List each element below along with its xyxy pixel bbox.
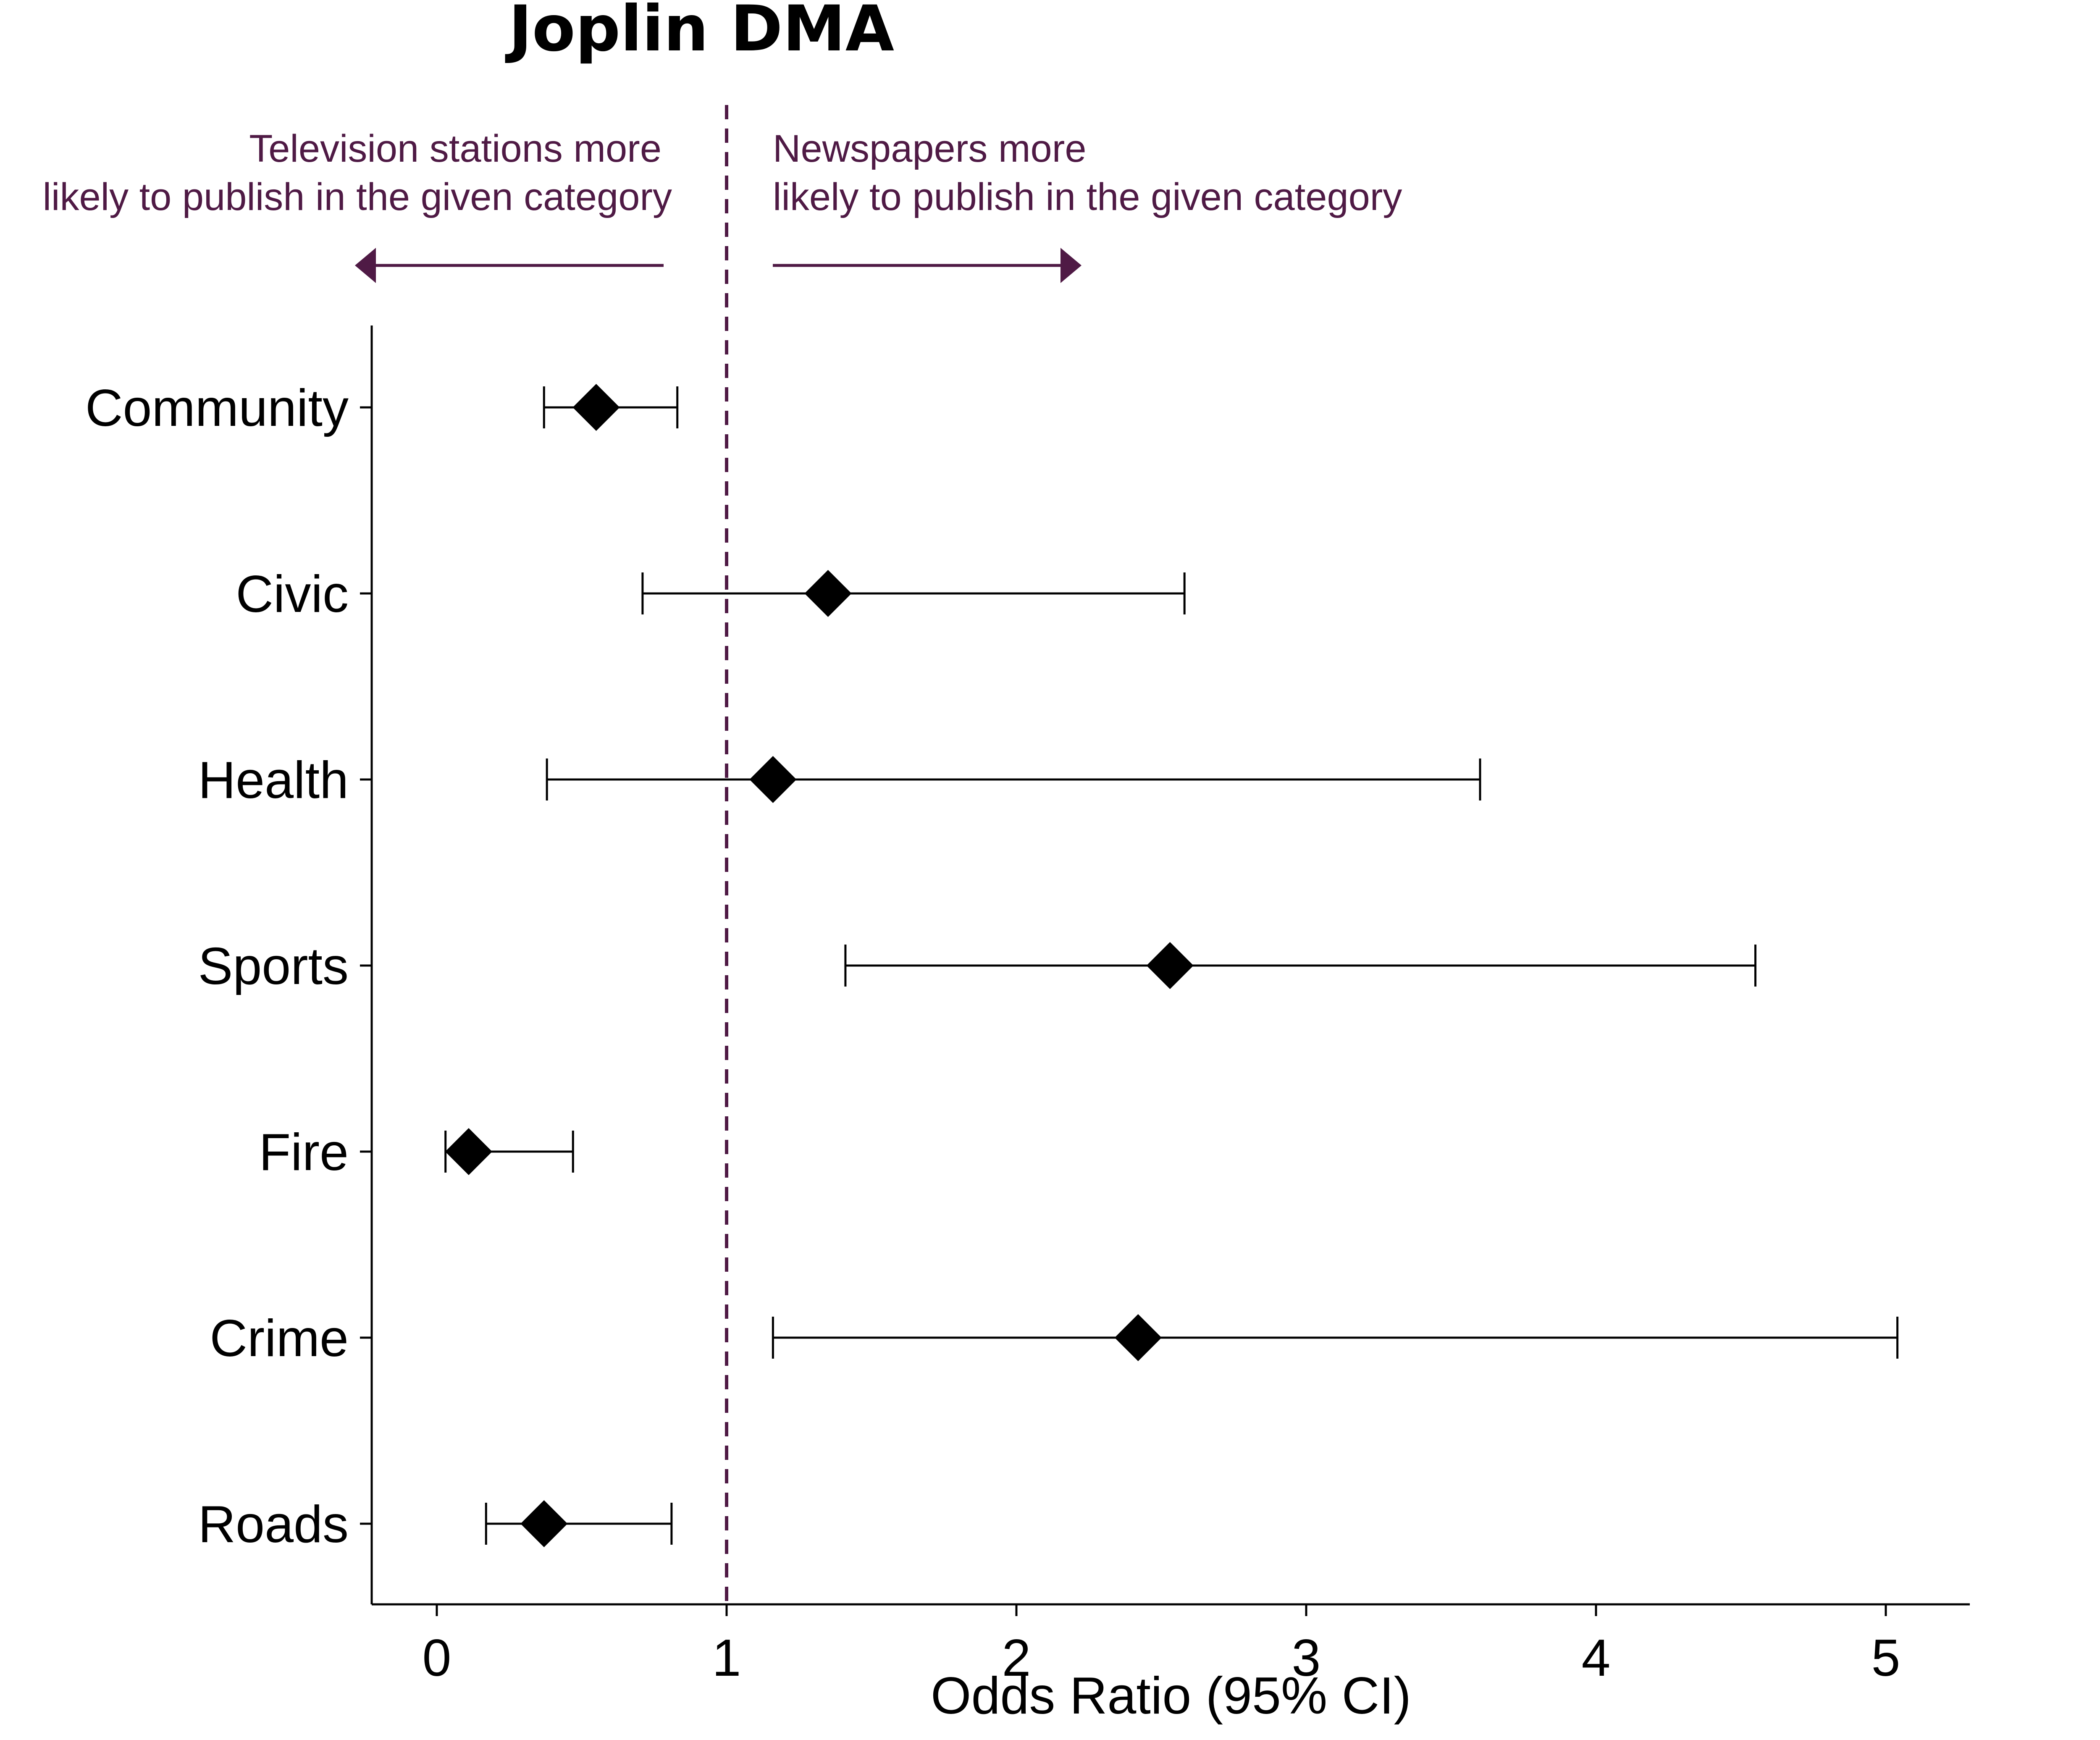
forest-row: Health: [198, 751, 1481, 809]
estimate-marker: [445, 1128, 492, 1175]
estimate-marker: [1114, 1314, 1162, 1361]
forest-rows: Community Civic Health Sports Fire Crime Roads: [85, 379, 1899, 1554]
x-tick-label: 1: [712, 1629, 741, 1687]
arrow-right: [773, 248, 1082, 283]
x-axis-ticks: 0 1 2 3 4 5: [423, 1604, 1900, 1687]
forest-row: Roads: [198, 1496, 673, 1554]
x-tick-label: 5: [1872, 1629, 1900, 1687]
x-tick-label: 3: [1292, 1629, 1321, 1687]
category-label: Health: [198, 751, 349, 809]
x-tick-label: 0: [423, 1629, 452, 1687]
annotation-right-line-2: likely to publish in the given category: [773, 176, 1402, 218]
estimate-marker: [749, 756, 797, 803]
estimate-marker: [520, 1500, 568, 1547]
estimate-marker: [1146, 942, 1194, 989]
annotation-left-line-1: Television stations more: [249, 127, 662, 170]
annotation-left-line-2: likely to publish in the given category: [43, 176, 672, 218]
estimate-marker: [572, 384, 620, 431]
forest-row: Crime: [210, 1310, 1899, 1367]
x-tick-label: 2: [1002, 1629, 1031, 1687]
category-label: Crime: [210, 1310, 349, 1367]
arrow-left: [355, 248, 664, 283]
category-label: Sports: [198, 937, 349, 995]
forest-row: Civic: [236, 565, 1186, 623]
annotation-right-line-1: Newspapers more: [773, 127, 1087, 170]
category-label: Fire: [259, 1123, 349, 1181]
chart-title: Joplin DMA: [505, 0, 894, 66]
forest-row: Sports: [198, 937, 1756, 995]
forest-row: Community: [85, 379, 679, 437]
category-label: Roads: [198, 1496, 349, 1554]
category-label: Civic: [236, 565, 349, 623]
x-tick-label: 4: [1582, 1629, 1611, 1687]
x-axis-label: Odds Ratio (95% CI): [931, 1667, 1411, 1725]
estimate-marker: [804, 570, 852, 617]
category-label: Community: [85, 379, 349, 437]
forest-row: Fire: [259, 1123, 574, 1181]
